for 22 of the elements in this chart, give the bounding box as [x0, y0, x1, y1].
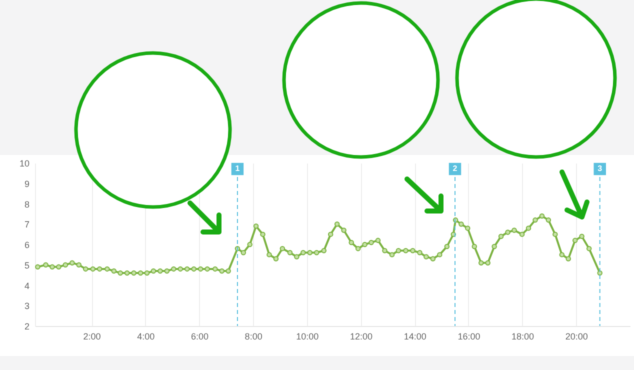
x-tick-label: 6:00 — [190, 332, 208, 342]
annotation: 2 — [452, 164, 458, 173]
y-tick-label: 5 — [24, 260, 30, 270]
x-tick-label: 10:00 — [296, 332, 319, 342]
x-tick-label: 14:00 — [404, 332, 426, 342]
x-tick-label: 20:00 — [565, 332, 588, 342]
y-tick-label: 2 — [24, 322, 30, 332]
y-tick-label: 4 — [24, 280, 30, 291]
x-tick-label: 16:00 — [458, 332, 480, 342]
x-tick-label: 8:00 — [244, 332, 262, 342]
y-tick-label: 7 — [24, 220, 30, 230]
annotation: 1 — [235, 164, 240, 173]
x-tick-label: 2:00 — [83, 332, 101, 342]
y-tick-label: 9 — [24, 178, 30, 189]
x-tick-label: 18:00 — [512, 332, 534, 342]
x-tick-label: 12:00 — [350, 332, 373, 342]
annotation: 3 — [598, 164, 603, 173]
x-tick-label: 4:00 — [137, 332, 155, 342]
y-tick-label: 6 — [24, 240, 30, 250]
y-tick-label: 8 — [24, 199, 30, 210]
y-tick-label: 10 — [19, 158, 30, 168]
y-tick-label: 3 — [24, 301, 30, 312]
